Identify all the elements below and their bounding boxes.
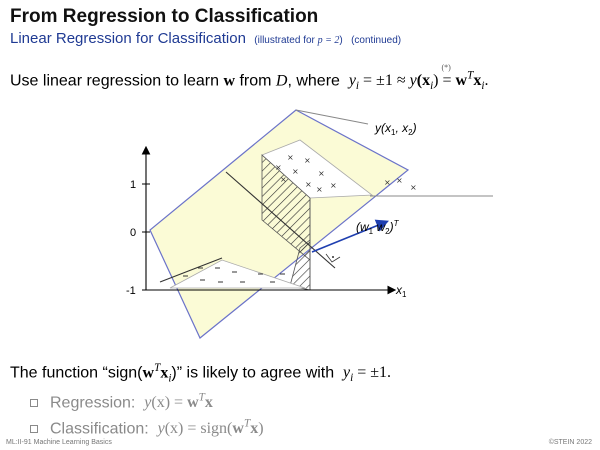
normal-vector-arrow <box>311 219 389 253</box>
tick-label-minus-1: -1 <box>126 285 136 297</box>
boundary-on-floor <box>159 257 223 283</box>
sample-marker: × <box>305 180 312 189</box>
conclusion-equation: yi = ±1. <box>343 364 392 385</box>
x1-axis-label: x1 <box>395 283 407 299</box>
sample-marker: × <box>384 178 391 187</box>
regression-figure: × × × × × × × × × × × × 1 0 -1 y(x1, x2)… <box>126 109 493 339</box>
slide-subtitle: Linear Regression for Classification (il… <box>10 30 401 47</box>
surface-label: y(x1, x2) <box>374 121 417 137</box>
positive-samples: × × × × × × × × × × × × <box>275 153 417 194</box>
regression-formula: y(x) = wTx <box>144 392 213 412</box>
bullet-square-icon <box>30 399 38 408</box>
subtitle-suffix: (continued) <box>351 35 402 46</box>
sample-marker: × <box>280 175 287 184</box>
sample-marker: × <box>318 169 325 178</box>
negative-samples <box>183 267 285 283</box>
bullet-classification: Classification: y(x) = sign(wTx) <box>30 418 264 438</box>
classification-formula: y(x) = sign(wTx) <box>157 418 264 438</box>
intro-sentence: Use linear regression to learn w from D,… <box>10 63 489 93</box>
intro-equation: yi = ±1 ≈ y(xi) (*) = wTxi. <box>348 63 489 93</box>
subtitle-note: (illustrated for p = 2) <box>254 35 343 46</box>
footer-course: ML:II-91 Machine Learning Basics <box>6 439 112 446</box>
subtitle-text: Linear Regression for Classification <box>10 30 246 47</box>
tick-label-1: 1 <box>130 179 136 191</box>
sample-marker: × <box>292 167 299 176</box>
conclusion-sentence: The function “sign(wTxi)” is likely to a… <box>10 362 392 385</box>
plane-edge-line <box>295 109 369 125</box>
sample-marker: × <box>316 185 323 194</box>
right-angle-mark <box>325 253 341 263</box>
normal-vector-label: (w1 w2)T <box>356 219 400 236</box>
right-angle-dot <box>332 256 334 258</box>
sample-marker: × <box>396 176 403 185</box>
sample-marker: × <box>410 183 417 192</box>
tick-label-0: 0 <box>130 227 136 239</box>
sample-marker: × <box>275 163 282 172</box>
sample-marker: × <box>304 156 311 165</box>
footer-copyright: ©STEIN 2022 <box>548 439 592 446</box>
slide-title: From Regression to Classification <box>10 6 319 27</box>
sample-marker: × <box>287 153 294 162</box>
bullet-regression: Regression: y(x) = wTx <box>30 392 213 412</box>
sample-marker: × <box>330 181 337 190</box>
decision-boundary <box>225 171 336 269</box>
negative-region <box>169 259 306 289</box>
bullet-square-icon <box>30 425 38 434</box>
